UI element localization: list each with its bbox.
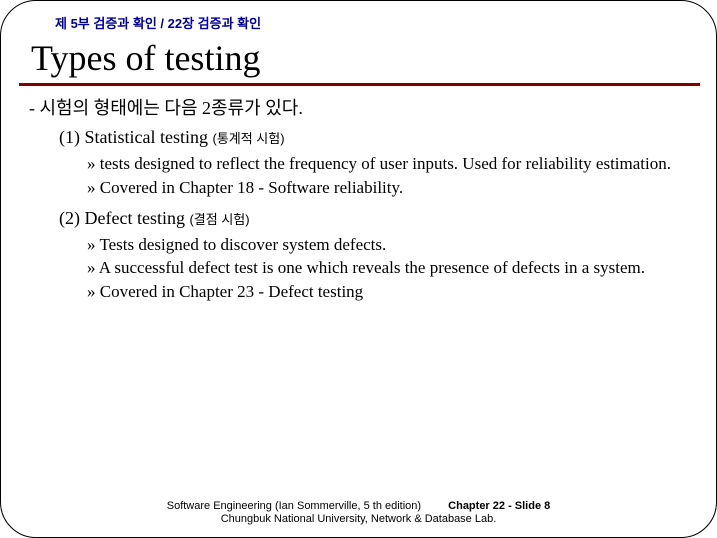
slide-title: Types of testing (31, 37, 260, 79)
footer-book: Software Engineering (Ian Sommerville, 5… (167, 500, 421, 512)
item1-bullet: » tests designed to reflect the frequenc… (87, 153, 676, 175)
item1-heading: (1) Statistical testing (통계적 시험) (59, 126, 676, 149)
slide-frame: 제 5부 검증과 확인 / 22장 검증과 확인 Types of testin… (0, 0, 717, 538)
item2-bullet: » Covered in Chapter 23 - Defect testing (87, 281, 676, 303)
item2-heading-kr: (결점 시험) (189, 212, 249, 227)
item2-bullet: » A successful defect test is one which … (87, 257, 676, 279)
slide-footer: Software Engineering (Ian Sommerville, 5… (1, 500, 716, 528)
footer-chapter: Chapter 22 - Slide 8 (448, 500, 550, 514)
slide-body: - 시험의 형태에는 다음 2종류가 있다. (1) Statistical t… (29, 97, 676, 305)
title-rule (19, 83, 700, 86)
footer-line2: Chungbuk National University, Network & … (1, 513, 716, 527)
item2-heading: (2) Defect testing (결점 시험) (59, 207, 676, 230)
intro-line: - 시험의 형태에는 다음 2종류가 있다. (29, 97, 676, 120)
item1-bullet: » Covered in Chapter 18 - Software relia… (87, 177, 676, 199)
footer-line1: Software Engineering (Ian Sommerville, 5… (1, 500, 716, 514)
item1-heading-kr: (통계적 시험) (212, 131, 284, 146)
item2-bullet: » Tests designed to discover system defe… (87, 234, 676, 256)
item1-heading-text: (1) Statistical testing (59, 127, 212, 147)
item2-heading-text: (2) Defect testing (59, 208, 189, 228)
breadcrumb: 제 5부 검증과 확인 / 22장 검증과 확인 (55, 13, 261, 32)
